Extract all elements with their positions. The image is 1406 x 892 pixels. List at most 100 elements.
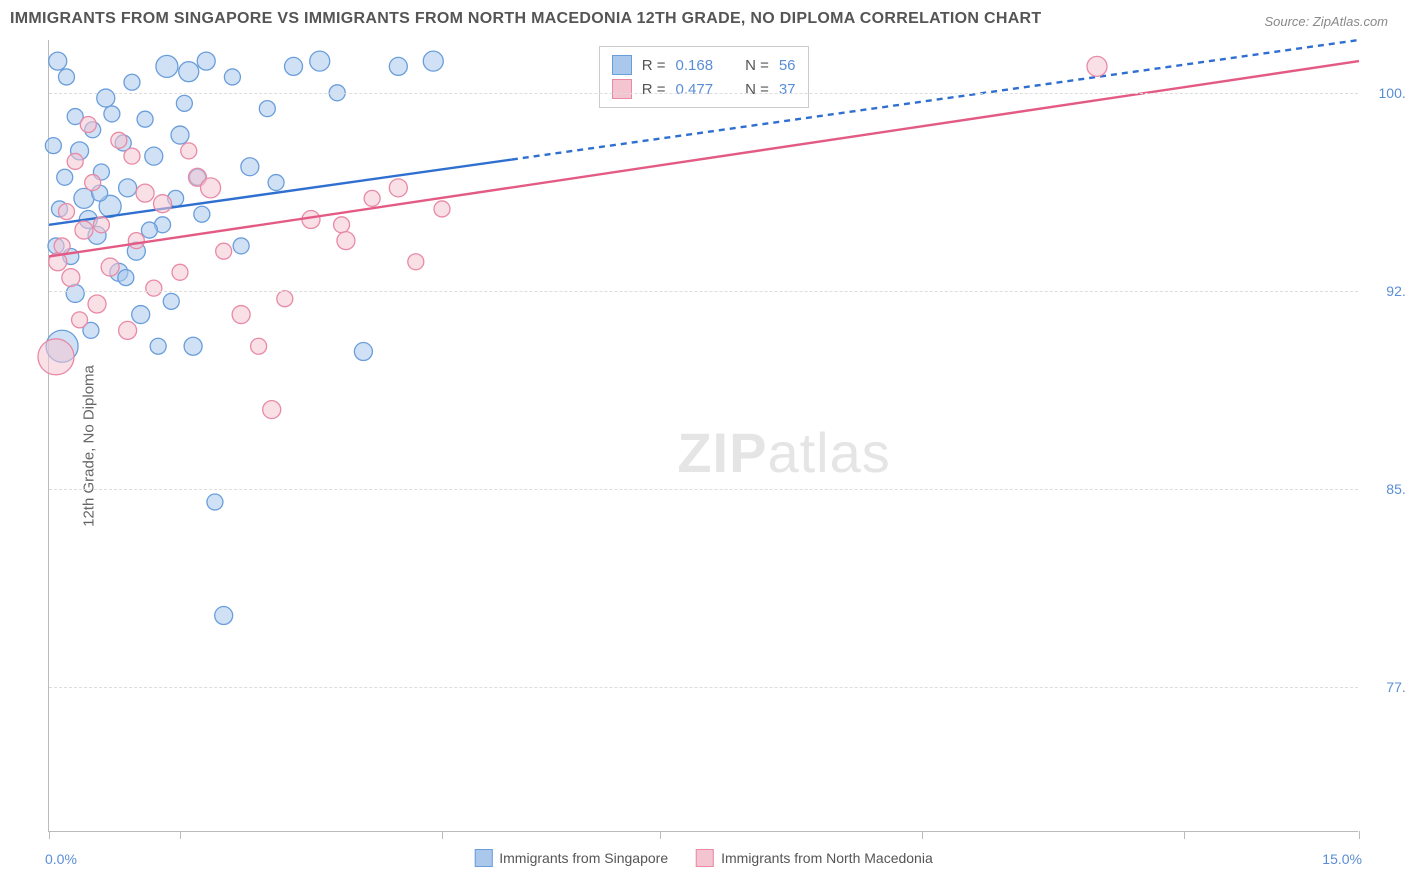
r-value: 0.168 xyxy=(676,57,714,74)
scatter-point-north-macedonia xyxy=(201,178,221,198)
scatter-point-singapore xyxy=(58,69,74,85)
y-tick-label: 77.5% xyxy=(1386,679,1406,695)
legend-item-north-macedonia: Immigrants from North Macedonia xyxy=(696,849,933,867)
scatter-point-singapore xyxy=(45,138,61,154)
r-prefix: R = xyxy=(642,57,666,74)
scatter-point-north-macedonia xyxy=(101,258,119,276)
n-value: 37 xyxy=(779,81,796,98)
correlation-box: R = 0.168 N = 56 R = 0.477 N = 37 xyxy=(599,46,809,108)
scatter-point-singapore xyxy=(145,147,163,165)
scatter-point-singapore xyxy=(119,179,137,197)
scatter-point-north-macedonia xyxy=(111,132,127,148)
scatter-point-singapore xyxy=(207,494,223,510)
bottom-legend: Immigrants from Singapore Immigrants from… xyxy=(474,849,932,867)
scatter-point-singapore xyxy=(354,343,372,361)
scatter-point-north-macedonia xyxy=(72,312,88,328)
n-value: 56 xyxy=(779,57,796,74)
gridline xyxy=(49,291,1358,292)
corr-swatch-singapore xyxy=(612,55,632,75)
plot-area: ZIPatlas R =0.168N =56R =0.477N =37 0.0%… xyxy=(48,40,1358,832)
scatter-point-singapore xyxy=(156,55,178,77)
legend-item-singapore: Immigrants from Singapore xyxy=(474,849,668,867)
y-tick-label: 100.0% xyxy=(1379,85,1406,101)
scatter-point-singapore xyxy=(137,111,153,127)
scatter-point-north-macedonia xyxy=(75,221,93,239)
x-tick xyxy=(660,831,661,839)
scatter-point-north-macedonia xyxy=(58,204,74,220)
scatter-point-singapore xyxy=(259,101,275,117)
scatter-point-singapore xyxy=(171,126,189,144)
corr-row-singapore: R = 0.168 N = 56 xyxy=(612,53,796,77)
x-tick xyxy=(442,831,443,839)
x-tick xyxy=(1184,831,1185,839)
scatter-point-north-macedonia xyxy=(251,338,267,354)
scatter-point-singapore xyxy=(104,106,120,122)
scatter-point-north-macedonia xyxy=(54,238,70,254)
scatter-point-north-macedonia xyxy=(389,179,407,197)
legend-swatch-north-macedonia xyxy=(696,849,714,867)
source-label: Source: ZipAtlas.com xyxy=(1264,14,1388,29)
scatter-point-north-macedonia xyxy=(337,232,355,250)
scatter-point-north-macedonia xyxy=(434,201,450,217)
scatter-point-north-macedonia xyxy=(85,175,101,191)
scatter-point-singapore xyxy=(197,52,215,70)
gridline xyxy=(49,687,1358,688)
scatter-point-north-macedonia xyxy=(1087,56,1107,76)
scatter-point-north-macedonia xyxy=(80,116,96,132)
scatter-point-singapore xyxy=(233,238,249,254)
n-prefix: N = xyxy=(745,81,769,98)
scatter-point-singapore xyxy=(49,52,67,70)
y-tick-label: 85.0% xyxy=(1386,481,1406,497)
plot-svg xyxy=(49,40,1358,831)
scatter-point-north-macedonia xyxy=(364,190,380,206)
scatter-point-north-macedonia xyxy=(88,295,106,313)
r-value: 0.477 xyxy=(676,81,714,98)
legend-label: Immigrants from North Macedonia xyxy=(721,850,933,866)
x-start-label: 0.0% xyxy=(45,851,77,867)
scatter-point-singapore xyxy=(97,89,115,107)
scatter-point-north-macedonia xyxy=(154,195,172,213)
scatter-point-singapore xyxy=(224,69,240,85)
gridline xyxy=(49,489,1358,490)
scatter-point-north-macedonia xyxy=(181,143,197,159)
scatter-point-north-macedonia xyxy=(334,217,350,233)
n-prefix: N = xyxy=(745,57,769,74)
scatter-point-north-macedonia xyxy=(136,184,154,202)
scatter-point-singapore xyxy=(285,57,303,75)
scatter-point-north-macedonia xyxy=(408,254,424,270)
scatter-point-north-macedonia xyxy=(67,153,83,169)
scatter-point-singapore xyxy=(194,206,210,222)
scatter-point-singapore xyxy=(163,293,179,309)
x-tick xyxy=(49,831,50,839)
x-tick xyxy=(180,831,181,839)
chart-title: IMMIGRANTS FROM SINGAPORE VS IMMIGRANTS … xyxy=(10,10,1041,28)
scatter-point-singapore xyxy=(150,338,166,354)
legend-label: Immigrants from Singapore xyxy=(499,850,668,866)
scatter-point-north-macedonia xyxy=(216,243,232,259)
y-tick-label: 92.5% xyxy=(1386,283,1406,299)
scatter-point-singapore xyxy=(124,74,140,90)
scatter-point-north-macedonia xyxy=(263,401,281,419)
scatter-point-singapore xyxy=(423,51,443,71)
gridline xyxy=(49,93,1358,94)
legend-swatch-singapore xyxy=(474,849,492,867)
scatter-point-north-macedonia xyxy=(124,148,140,164)
scatter-point-north-macedonia xyxy=(146,280,162,296)
x-end-label: 15.0% xyxy=(1322,851,1362,867)
scatter-point-north-macedonia xyxy=(38,339,74,375)
scatter-point-singapore xyxy=(57,169,73,185)
scatter-point-singapore xyxy=(184,337,202,355)
scatter-point-north-macedonia xyxy=(128,233,144,249)
scatter-point-singapore xyxy=(118,270,134,286)
scatter-point-north-macedonia xyxy=(277,291,293,307)
scatter-point-singapore xyxy=(141,222,157,238)
scatter-point-singapore xyxy=(268,175,284,191)
scatter-point-north-macedonia xyxy=(93,217,109,233)
scatter-point-singapore xyxy=(215,607,233,625)
scatter-point-north-macedonia xyxy=(232,306,250,324)
scatter-point-singapore xyxy=(241,158,259,176)
x-tick xyxy=(1359,831,1360,839)
r-prefix: R = xyxy=(642,81,666,98)
scatter-point-singapore xyxy=(310,51,330,71)
scatter-point-north-macedonia xyxy=(172,264,188,280)
